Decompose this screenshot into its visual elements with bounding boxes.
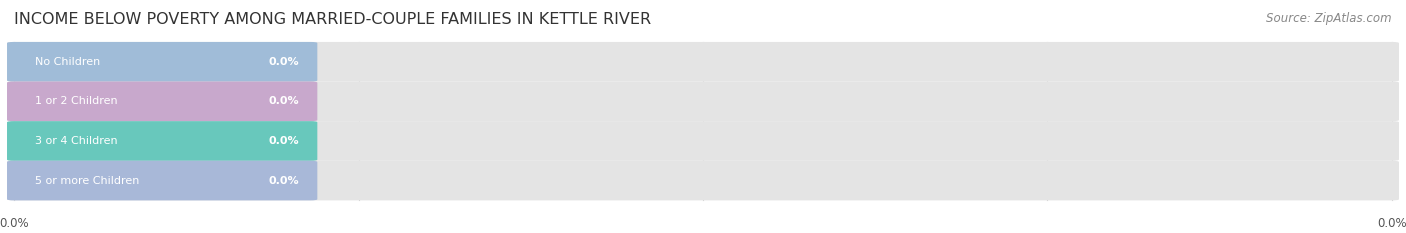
Text: No Children: No Children [35,57,100,67]
FancyBboxPatch shape [7,121,318,161]
Text: 1 or 2 Children: 1 or 2 Children [35,96,118,106]
Text: 0.0%: 0.0% [269,96,299,106]
Text: Source: ZipAtlas.com: Source: ZipAtlas.com [1267,12,1392,25]
FancyBboxPatch shape [7,82,1399,121]
Text: 3 or 4 Children: 3 or 4 Children [35,136,118,146]
Text: 0.0%: 0.0% [1376,217,1406,230]
FancyBboxPatch shape [7,121,1399,161]
FancyBboxPatch shape [7,42,1399,82]
Text: 0.0%: 0.0% [269,176,299,185]
FancyBboxPatch shape [7,161,318,200]
Text: 0.0%: 0.0% [269,57,299,67]
Text: INCOME BELOW POVERTY AMONG MARRIED-COUPLE FAMILIES IN KETTLE RIVER: INCOME BELOW POVERTY AMONG MARRIED-COUPL… [14,12,651,27]
Text: 5 or more Children: 5 or more Children [35,176,139,185]
Text: 0.0%: 0.0% [0,217,30,230]
FancyBboxPatch shape [7,82,318,121]
FancyBboxPatch shape [7,42,318,82]
Text: 0.0%: 0.0% [269,136,299,146]
FancyBboxPatch shape [7,161,1399,200]
